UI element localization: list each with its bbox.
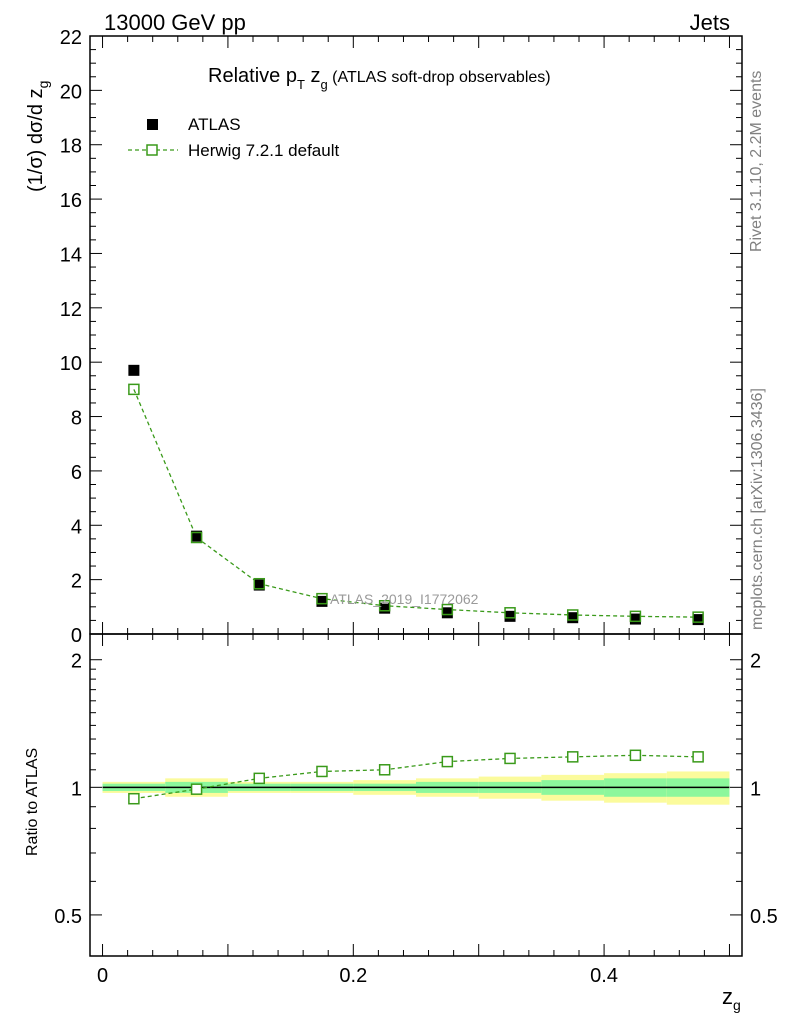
lower-frame [89,633,743,957]
ratio-point [629,749,642,762]
x-tick-label: 0 [97,965,108,987]
data-marks [128,364,704,805]
legend-herwig-label: Herwig 7.2.1 default [188,141,339,160]
y-tick-label: 18 [60,136,82,158]
ratio-tick-label-left: 1 [71,778,82,800]
x-tick-label: 0.4 [590,965,618,987]
y-tick-label: 16 [60,190,82,212]
ratio-point [128,792,140,805]
header-left: 13000 GeV pp [104,10,246,35]
atlas-point [316,595,328,607]
analysis-watermark: ATLAS_2019_I1772062 [330,591,479,607]
ratio-uncertainty-bands [102,771,730,805]
y-tick-label: 14 [60,244,82,266]
ratio-point [316,765,328,778]
header-right: Jets [690,10,730,35]
herwig-point [190,531,203,544]
ratio-tick-label-right: 0.5 [750,906,778,928]
atlas-point [379,602,391,614]
atlas-point [441,607,453,619]
atlas-point [253,579,265,591]
upper-y-axis-label: (1/σ) dσ/d zg [25,81,51,192]
ratio-tick-label-left: 2 [71,651,82,673]
x-axis-label: zg [722,984,741,1013]
legend-atlas-marker [147,119,158,130]
y-tick-label: 20 [60,81,82,103]
herwig-point [504,607,516,619]
ratio-point [504,752,516,765]
x-tick-label: 0.2 [339,965,367,987]
ratio-point [378,764,391,776]
lower-y-axis-label: Ratio to ATLAS [24,748,41,856]
y-tick-label: 10 [60,353,82,375]
y-tick-label: 8 [71,408,82,430]
y-tick-label: 2 [71,571,82,593]
legend-herwig-marker [146,144,158,156]
legend-atlas-label: ATLAS [188,115,241,134]
atlas-point [692,614,704,626]
herwig-point [316,592,328,605]
atlas-point [128,364,140,376]
y-tick-label: 4 [71,516,82,538]
plot-title: Relative pT zg (ATLAS soft-drop observab… [208,65,551,92]
ratio-point [566,751,579,763]
ratio-tick-label-left: 0.5 [54,906,82,928]
y-tick-label: 22 [60,27,82,49]
atlas-point [567,612,579,624]
herwig-point [692,611,704,623]
mcplots-label: mcplots.cern.ch [arXiv:1306.3436] [749,388,766,630]
atlas-point [504,610,516,622]
y-tick-label: 0 [71,625,82,647]
ratio-point [190,783,203,795]
ratio-tick-label-right: 1 [750,778,761,800]
herwig-line [133,389,699,618]
herwig-point [441,603,454,616]
ratio-tick-label-right: 2 [750,651,761,673]
atlas-point [629,613,641,625]
herwig-point [128,383,140,396]
ratio-point [441,755,454,768]
legend: ATLAS Herwig 7.2.1 default [128,115,339,160]
herwig-point [629,610,642,623]
ratio-point [692,751,704,763]
herwig-point [253,577,266,590]
herwig-point [566,609,579,621]
ratio-line [133,754,699,800]
y-tick-label: 12 [60,299,82,321]
ratio-point [253,772,266,785]
atlas-point [191,530,203,542]
herwig-point [378,599,391,612]
y-tick-label: 6 [71,462,82,484]
rivet-label: Rivet 3.1.10, 2.2M events [748,71,765,252]
